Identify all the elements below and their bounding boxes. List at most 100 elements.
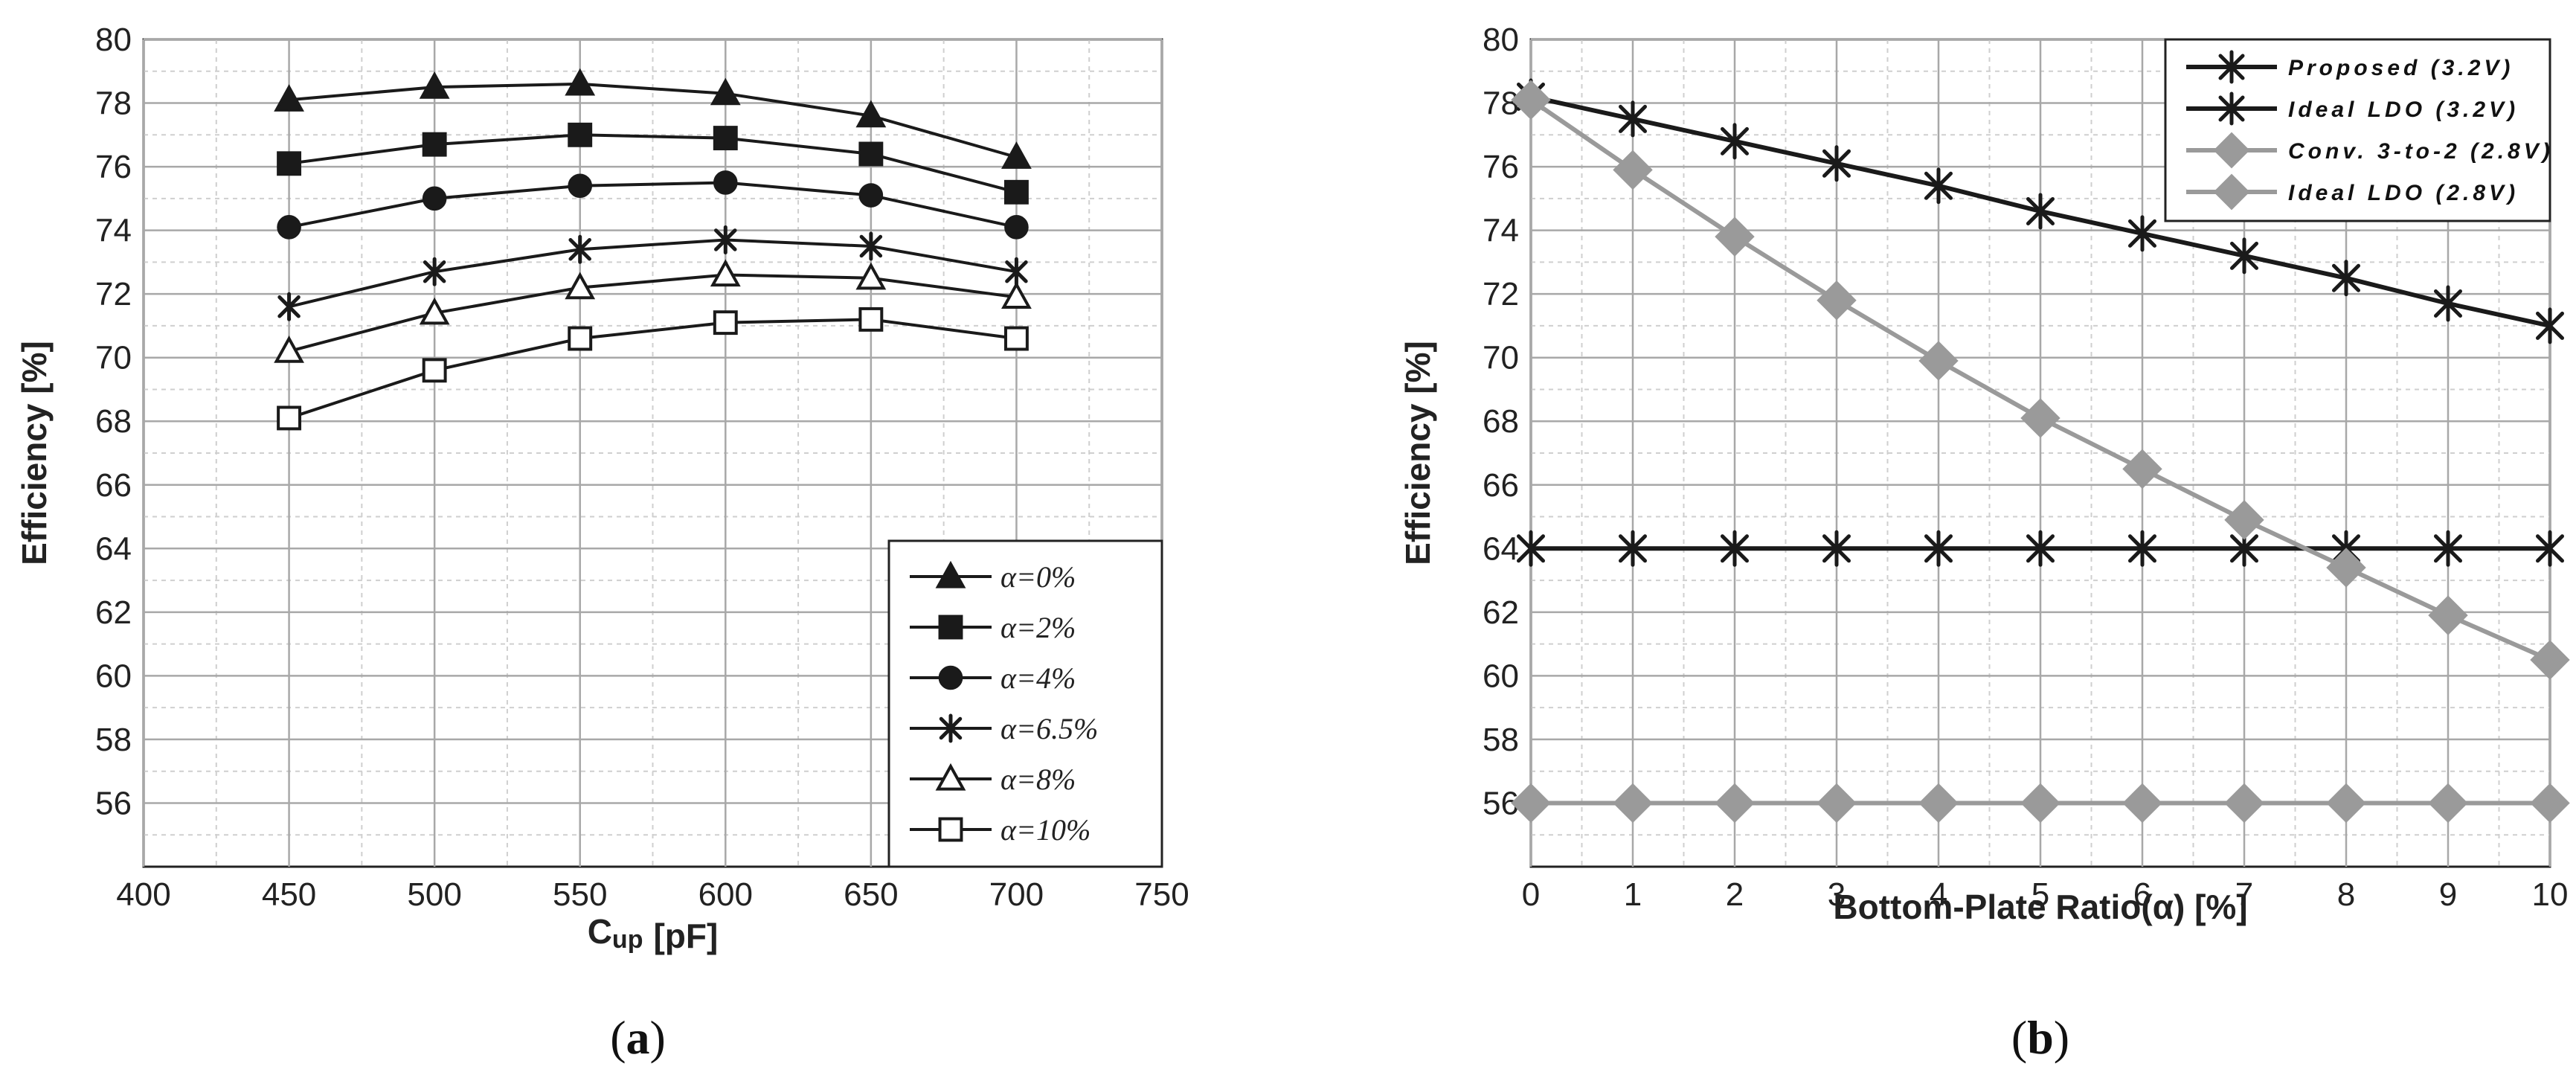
x-tick-label: 750	[1134, 876, 1189, 913]
legend-entry: Conv. 3-to-2 (2.8V)	[2186, 132, 2550, 169]
chart-a-x-axis-label: Cup [pF]	[588, 912, 719, 955]
data-point	[1511, 783, 1551, 824]
y-tick-label: 56	[95, 785, 132, 821]
data-point	[2530, 640, 2570, 680]
data-point	[274, 84, 304, 112]
chart-a-y-axis-label: Efficiency [%]	[15, 341, 54, 565]
legend-entry: α=10%	[910, 813, 1091, 847]
data-point	[1721, 123, 1749, 160]
series-4	[1511, 783, 2570, 824]
data-point	[1721, 530, 1749, 567]
y-tick-label: 58	[95, 722, 132, 758]
series-line	[289, 273, 1017, 353]
data-point	[1003, 179, 1029, 205]
data-point	[277, 151, 302, 176]
y-tick-label: 72	[1483, 276, 1519, 312]
data-point	[1511, 80, 1551, 120]
series-line	[289, 133, 1017, 194]
panel-letter-a: a	[626, 1011, 650, 1064]
legend-label: Ideal LDO (3.2V)	[2288, 97, 2519, 122]
data-point	[422, 358, 447, 383]
data-point	[1918, 783, 1959, 824]
data-point	[274, 336, 304, 363]
data-point	[568, 173, 593, 199]
x-tick-label: 3	[1828, 876, 1846, 913]
data-point	[2020, 783, 2061, 824]
y-tick-label: 74	[1483, 213, 1519, 249]
data-point	[1715, 216, 1755, 257]
data-point	[1003, 326, 1029, 351]
legend-marker	[938, 665, 963, 690]
series-line	[288, 318, 1017, 420]
legend-entry: α=0%	[910, 560, 1076, 594]
series-3	[277, 170, 1029, 240]
chart-b-x-axis-label: Bottom-Plate Ratio(α) [%]	[1833, 888, 2247, 926]
x-tick-label: 2	[1726, 876, 1744, 913]
y-tick-label: 66	[95, 467, 132, 504]
x-tick-label: 1	[1624, 876, 1642, 913]
legend-label: α=4%	[1000, 661, 1076, 695]
chart-b: 0 1 2 3 4 5 6 7 8 9 10 56586062646668707274767880 …	[1398, 22, 2570, 1064]
series-line	[289, 238, 1017, 309]
data-point	[710, 77, 741, 106]
series-3	[1511, 80, 2570, 680]
data-point	[858, 307, 884, 332]
data-point	[713, 126, 738, 151]
data-point	[1517, 530, 1545, 567]
legend-marker	[2218, 50, 2245, 84]
x-tick-label: 450	[262, 876, 316, 913]
data-point	[855, 100, 887, 128]
x-tick-label: 10	[2532, 876, 2569, 913]
legend-entry: Ideal LDO (3.2V)	[2186, 92, 2519, 126]
series-1	[274, 68, 1032, 169]
legend-entry: α=4%	[910, 661, 1076, 695]
y-tick-label: 68	[1483, 403, 1519, 440]
panel-letter-b: b	[2027, 1011, 2054, 1064]
x-tick-label: 500	[407, 876, 461, 913]
data-point	[419, 297, 450, 325]
legend-entry: Ideal LDO (2.8V)	[2186, 173, 2519, 211]
data-point	[1005, 257, 1028, 286]
data-point	[2122, 783, 2162, 824]
series-line	[289, 82, 1017, 159]
y-tick-label: 74	[95, 213, 132, 249]
data-point	[1715, 783, 1755, 824]
y-tick-label: 70	[95, 340, 132, 376]
data-point	[2434, 285, 2462, 322]
y-tick-label: 78	[95, 86, 132, 122]
legend-marker	[2218, 92, 2245, 126]
data-point	[2434, 530, 2462, 567]
legend-marker	[939, 713, 963, 743]
x-tick-label: 650	[844, 876, 898, 913]
data-point	[1924, 167, 1953, 205]
y-tick-label: 78	[1483, 86, 1519, 122]
data-point	[2128, 215, 2156, 252]
y-tick-label: 60	[95, 658, 132, 694]
data-point	[419, 71, 450, 99]
data-point	[1817, 280, 1857, 321]
y-tick-label: 62	[95, 594, 132, 631]
data-point	[2326, 783, 2366, 824]
legend-label: Ideal LDO (2.8V)	[2288, 181, 2519, 205]
chart-a-x-axis-label-main: C	[588, 912, 612, 951]
y-tick-label: 58	[1483, 722, 1519, 758]
data-point	[1613, 150, 1653, 190]
legend-box	[887, 539, 1163, 868]
legend-label: α=0%	[1000, 560, 1076, 594]
y-tick-label: 76	[1483, 149, 1519, 185]
data-point	[1822, 530, 1851, 567]
x-tick-label: 4	[1930, 876, 1947, 913]
y-tick-label: 60	[1483, 658, 1519, 694]
data-point	[422, 186, 447, 211]
y-tick-label: 70	[1483, 340, 1519, 376]
data-point	[858, 141, 884, 167]
x-tick-label: 550	[553, 876, 607, 913]
panel-label-b: (b)	[2011, 1011, 2069, 1064]
data-point	[710, 259, 741, 287]
chart-b-y-axis-label: Efficiency [%]	[1398, 341, 1437, 565]
x-tick-label: 600	[698, 876, 753, 913]
y-tick-label: 68	[95, 403, 132, 440]
legend-label: α=10%	[1000, 813, 1091, 847]
legend-entry: α=6.5%	[910, 712, 1098, 745]
